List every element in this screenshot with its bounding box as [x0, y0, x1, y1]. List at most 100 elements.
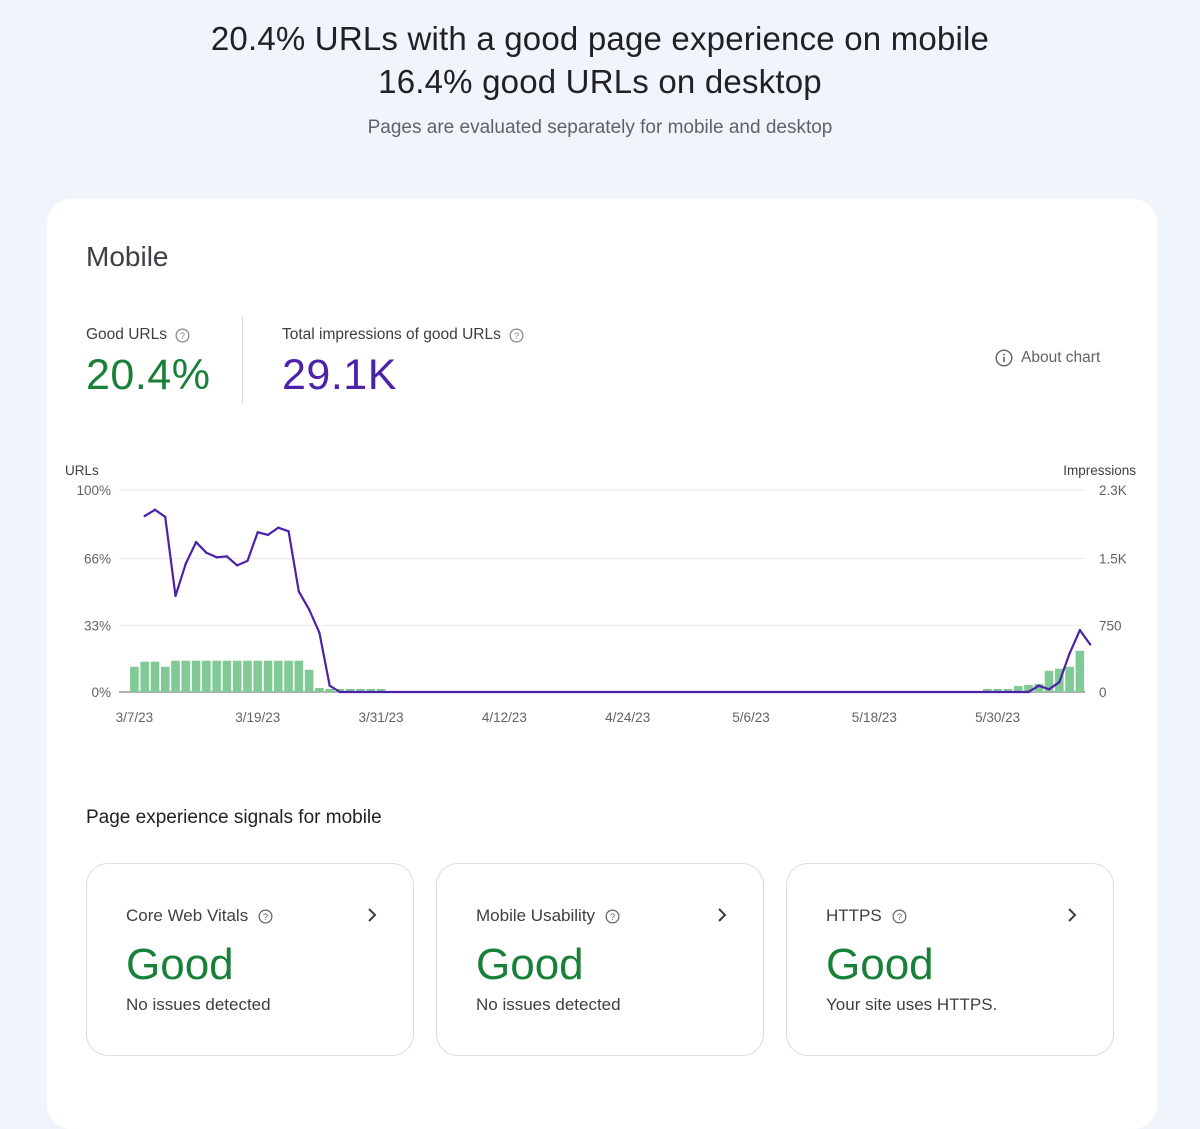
- good-urls-bar[interactable]: [335, 688, 345, 692]
- impressions-point: [225, 555, 229, 558]
- card-status: Good: [476, 940, 584, 989]
- svg-text:?: ?: [897, 911, 902, 921]
- good-urls-bar[interactable]: [345, 688, 355, 692]
- mobile-panel: Mobile Good URLs ? 20.4% Total impressio…: [47, 199, 1157, 1129]
- help-icon[interactable]: ?: [605, 909, 620, 924]
- right-tick-label: 1.5K: [1099, 552, 1127, 567]
- good-urls-bar[interactable]: [1065, 666, 1074, 692]
- help-icon[interactable]: ?: [175, 328, 190, 343]
- impressions-point: [1037, 684, 1040, 687]
- card-title-group: HTTPS ?: [826, 906, 907, 926]
- impressions-point: [1088, 643, 1092, 646]
- about-chart-label: About chart: [1021, 349, 1101, 366]
- good-urls-bar[interactable]: [191, 660, 201, 692]
- chevron-right-icon: [368, 908, 377, 922]
- chevron-right-icon: [1068, 908, 1077, 922]
- good-urls-bar[interactable]: [304, 669, 314, 692]
- left-tick-label: 33%: [84, 618, 111, 633]
- svg-text:?: ?: [180, 330, 185, 340]
- good-urls-bar[interactable]: [1044, 670, 1054, 692]
- impressions-point: [256, 530, 259, 534]
- good-urls-bar[interactable]: [150, 661, 160, 692]
- mobile-usability-card[interactable]: Mobile Usability ? Good No issues detect…: [436, 863, 764, 1056]
- good-urls-bar[interactable]: [315, 687, 324, 692]
- impressions-point: [318, 631, 321, 634]
- help-icon[interactable]: ?: [509, 328, 524, 343]
- card-description: No issues detected: [126, 995, 271, 1014]
- left-tick-label: 66%: [84, 552, 111, 567]
- good-urls-bar[interactable]: [294, 660, 304, 692]
- good-urls-bar[interactable]: [181, 660, 191, 692]
- x-tick-label: 5/30/23: [975, 710, 1020, 725]
- x-tick-label: 4/12/23: [482, 710, 527, 725]
- svg-text:?: ?: [263, 911, 268, 921]
- x-tick-label: 3/7/23: [116, 710, 154, 725]
- good-urls-bar[interactable]: [140, 661, 150, 692]
- good-urls-bar[interactable]: [1075, 650, 1085, 692]
- svg-text:?: ?: [610, 911, 615, 921]
- impressions-label: Total impressions of good URLs: [282, 326, 501, 343]
- impressions-value: 29.1K: [282, 351, 397, 399]
- impressions-point: [153, 508, 157, 511]
- impressions-point: [277, 526, 280, 529]
- good-urls-bar[interactable]: [212, 660, 221, 692]
- good-urls-bar[interactable]: [983, 688, 992, 692]
- impressions-point: [266, 533, 270, 537]
- impressions-point: [1068, 652, 1071, 655]
- good-urls-bar[interactable]: [284, 660, 293, 692]
- impressions-point: [174, 594, 177, 598]
- help-icon[interactable]: ?: [258, 909, 273, 924]
- good-urls-bar[interactable]: [366, 688, 376, 692]
- good-urls-bar[interactable]: [222, 660, 232, 692]
- right-tick-label: 750: [1099, 618, 1122, 633]
- core-web-vitals-card[interactable]: Core Web Vitals ? Good No issues detecte…: [86, 863, 414, 1056]
- x-tick-label: 5/18/23: [852, 710, 897, 725]
- good-urls-bar[interactable]: [160, 666, 170, 692]
- impressions-point: [194, 540, 198, 544]
- left-axis-label: URLs: [65, 463, 99, 478]
- good-urls-bar[interactable]: [993, 688, 1002, 692]
- good-urls-bar[interactable]: [263, 660, 273, 692]
- good-urls-bar[interactable]: [171, 660, 180, 692]
- x-tick-label: 3/19/23: [235, 710, 280, 725]
- good-urls-bar[interactable]: [1003, 688, 1013, 692]
- good-urls-bar[interactable]: [243, 660, 252, 692]
- impressions-point: [297, 590, 301, 593]
- chevron-right-icon: [718, 908, 727, 922]
- impressions-point: [215, 556, 218, 559]
- help-icon[interactable]: ?: [892, 909, 907, 924]
- page-headline-desktop: 16.4% good URLs on desktop: [378, 63, 822, 100]
- metric-divider: [242, 316, 243, 404]
- impressions-point: [349, 690, 352, 694]
- good-urls-bar[interactable]: [253, 660, 263, 692]
- good-urls-bar[interactable]: [325, 688, 334, 692]
- left-tick-label: 100%: [76, 483, 111, 498]
- right-axis-label: Impressions: [1063, 463, 1136, 478]
- good-urls-bar[interactable]: [1013, 685, 1023, 692]
- good-urls-bar[interactable]: [202, 660, 211, 692]
- good-urls-bar[interactable]: [1024, 684, 1033, 692]
- card-title: Mobile Usability: [476, 906, 596, 925]
- about-chart-link[interactable]: About chart: [995, 349, 1100, 367]
- good-urls-bar[interactable]: [376, 688, 386, 692]
- card-description: Your site uses HTTPS.: [826, 995, 998, 1014]
- right-tick-label: 2.3K: [1099, 483, 1127, 498]
- impressions-point: [1058, 680, 1061, 684]
- left-tick-label: 0%: [91, 685, 111, 700]
- https-card[interactable]: HTTPS ? Good Your site uses HTTPS.: [786, 863, 1114, 1056]
- urls-impressions-chart: 0% 33% 66% 100% 0 750 1.5K 2.3K URLs Impressions 3…: [65, 463, 1136, 725]
- impressions-point: [287, 530, 290, 533]
- page-subtitle: Pages are evaluated separately for mobil…: [367, 117, 833, 138]
- good-urls-bar[interactable]: [1034, 683, 1044, 692]
- card-title-group: Mobile Usability ?: [476, 906, 620, 926]
- x-tick-label: 3/31/23: [359, 710, 404, 725]
- impressions-point: [205, 551, 208, 555]
- good-urls-bar[interactable]: [273, 660, 283, 692]
- impressions-point: [164, 515, 167, 519]
- card-description: No issues detected: [476, 995, 621, 1014]
- good-urls-bar[interactable]: [130, 666, 139, 692]
- card-status: Good: [126, 940, 234, 989]
- good-urls-bar[interactable]: [232, 660, 242, 692]
- good-urls-bar[interactable]: [356, 688, 365, 692]
- info-icon: [995, 349, 1013, 367]
